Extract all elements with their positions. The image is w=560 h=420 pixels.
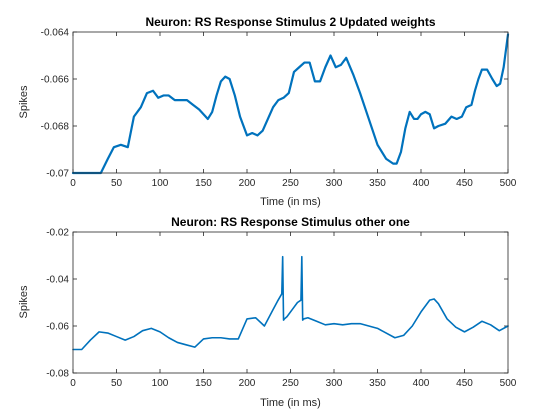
subplot-1-xtick-label: 450: [456, 178, 473, 189]
subplot-2-xtick-label: 50: [111, 378, 123, 389]
subplot-2-xtick-label: 150: [195, 378, 212, 389]
subplot-1-axes-box: [72, 31, 509, 174]
subplot-2-xtick-label: 0: [70, 378, 76, 389]
subplot-1-xtick-label: 350: [369, 178, 386, 189]
subplot-2-ytick-label: -0.08: [46, 369, 69, 380]
subplot-1-xtick-label: 0: [70, 178, 76, 189]
subplot-1-xtick-label: 250: [282, 178, 299, 189]
subplot-2-xtick-label: 400: [413, 378, 430, 389]
subplot-1-title: Neuron: RS Response Stimulus 2 Updated w…: [145, 15, 435, 29]
subplot-2-title: Neuron: RS Response Stimulus other one: [171, 215, 410, 229]
subplot-1-series-line: [71, 33, 510, 175]
subplot-1-ytick-label: -0.07: [46, 169, 69, 180]
subplot-2-xtick-label: 350: [369, 378, 386, 389]
subplot-1-ticks: 0 50 100 150 200 250 300 350 400 450 500 -0.07 -0.06…: [41, 28, 517, 190]
subplot-2-ytick-label: -0.02: [46, 228, 69, 239]
subplot-1-xtick-label: 200: [239, 178, 256, 189]
subplot-2-xtick-label: 450: [456, 378, 473, 389]
subplot-1: Neuron: RS Response Stimulus 2 Updated w…: [18, 15, 517, 208]
subplot-2-axes-box: [72, 231, 509, 374]
subplot-2-ytick-label: -0.04: [46, 275, 69, 286]
subplot-1-xtick-label: 400: [413, 178, 430, 189]
subplot-2-xlabel: Time (in ms): [260, 397, 321, 409]
subplot-2-ticks: 0 50 100 150 200 250 300 350 400 450 500 -0.08 -0.06…: [46, 228, 517, 390]
subplot-2-xtick-label: 200: [239, 378, 256, 389]
subplot-1-ylabel: Spikes: [18, 85, 30, 119]
subplot-2-ylabel: Spikes: [18, 285, 30, 319]
subplot-2-xtick-label: 250: [282, 378, 299, 389]
subplot-2-ytick-label: -0.06: [46, 322, 69, 333]
subplot-2-xtick-label: 300: [326, 378, 343, 389]
subplot-1-xlabel: Time (in ms): [260, 196, 321, 208]
subplot-1-xtick-label: 300: [326, 178, 343, 189]
subplot-1-xtick-label: 150: [195, 178, 212, 189]
subplot-1-ytick-label: -0.068: [41, 122, 70, 133]
subplot-1-xtick-label: 50: [111, 178, 123, 189]
subplot-2-xtick-label: 500: [500, 378, 517, 389]
subplot-1-ytick-label: -0.064: [41, 28, 70, 39]
subplot-1-ytick-label: -0.066: [41, 75, 70, 86]
subplot-2-xtick-label: 100: [152, 378, 169, 389]
subplot-2-series-line: [72, 255, 509, 351]
subplot-1-xtick-label: 100: [152, 178, 169, 189]
subplot-2: Neuron: RS Response Stimulus other one S…: [18, 215, 517, 409]
subplot-1-xtick-label: 500: [500, 178, 517, 189]
